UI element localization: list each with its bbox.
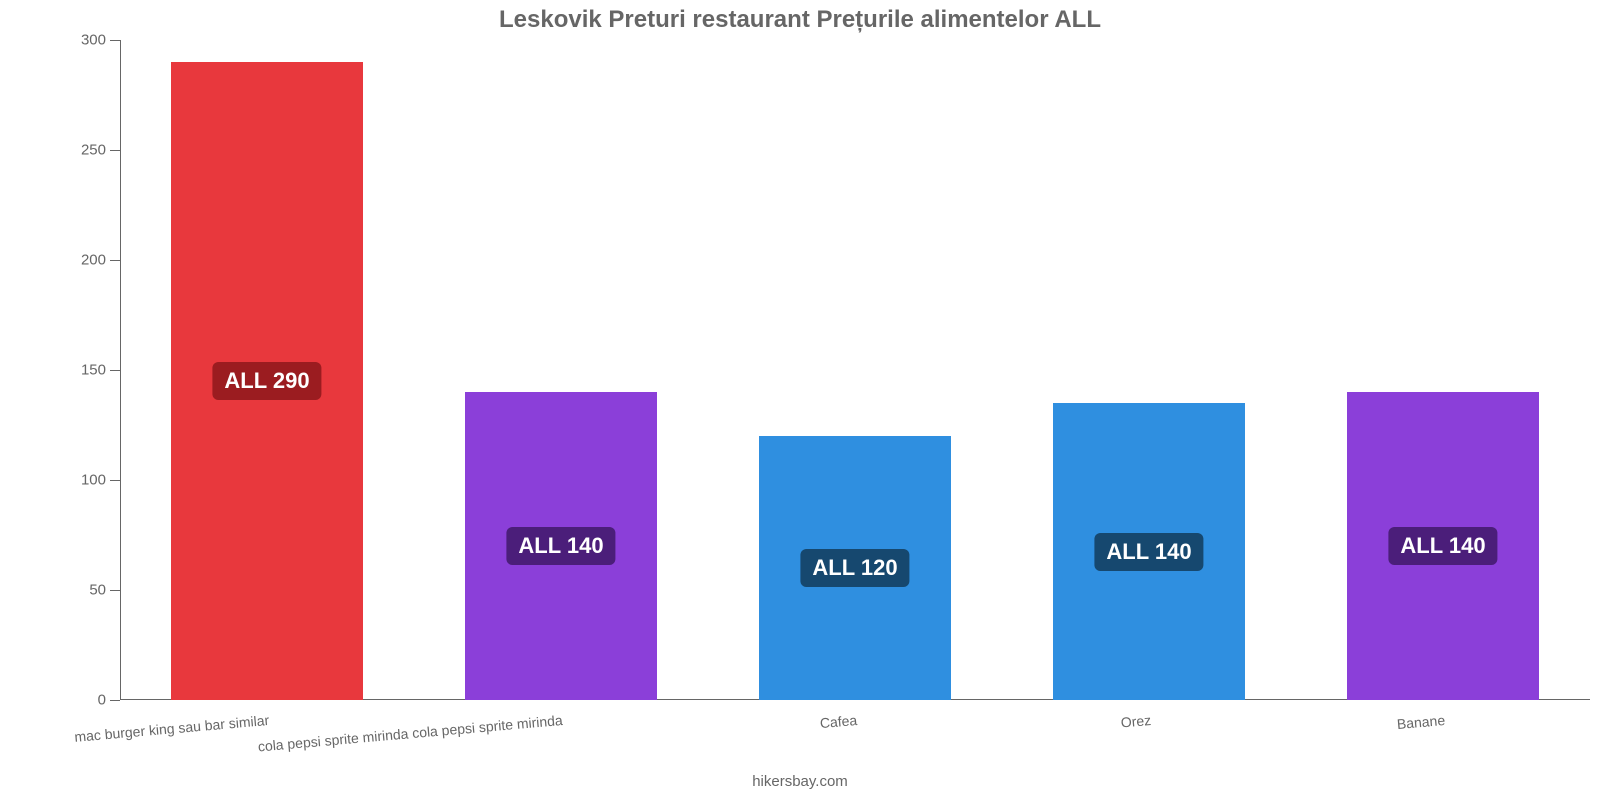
y-tick-label: 200 xyxy=(81,252,120,269)
bar-value-label: ALL 120 xyxy=(800,549,909,587)
y-tick-label: 0 xyxy=(98,692,120,709)
y-tick-label: 150 xyxy=(81,362,120,379)
x-tick-label: Banane xyxy=(1395,700,1446,732)
y-tick-label: 100 xyxy=(81,472,120,489)
bar-value-label: ALL 140 xyxy=(506,527,615,565)
chart-title: Leskovik Preturi restaurant Prețurile al… xyxy=(0,6,1600,34)
x-tick-label: cola pepsi sprite mirinda cola pepsi spr… xyxy=(256,700,563,755)
y-axis-line xyxy=(120,40,121,700)
x-tick-label: Orez xyxy=(1119,700,1152,731)
y-tick-label: 50 xyxy=(89,582,120,599)
y-tick-label: 250 xyxy=(81,142,120,159)
bar-value-label: ALL 140 xyxy=(1094,533,1203,571)
plot-area: 050100150200250300ALL 290mac burger king… xyxy=(120,40,1590,700)
x-tick-label: Cafea xyxy=(818,700,858,731)
footer-credit: hikersbay.com xyxy=(0,773,1600,790)
bar-value-label: ALL 290 xyxy=(212,362,321,400)
bar-value-label: ALL 140 xyxy=(1388,527,1497,565)
y-tick-label: 300 xyxy=(81,32,120,49)
